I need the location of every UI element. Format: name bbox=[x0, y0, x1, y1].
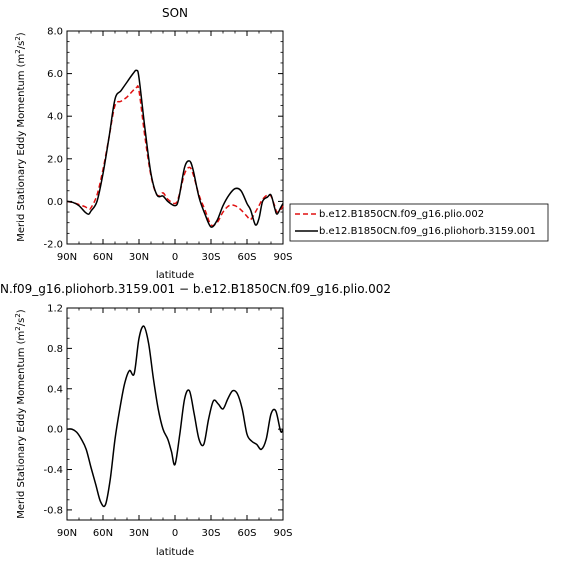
top-y-label-end: ) bbox=[16, 32, 27, 36]
bottom-y-tick-label: 0.0 bbox=[47, 425, 63, 436]
bottom-y-tick-label: 0.4 bbox=[47, 384, 63, 395]
legend-label-plio: b.e12.B1850CN.f09_g16.plio.002 bbox=[319, 209, 484, 220]
legend-label-pliohorb: b.e12.B1850CN.f09_g16.pliohorb.3159.001 bbox=[319, 226, 536, 237]
bottom-x-tick-label: 90N bbox=[57, 528, 77, 539]
legend-box bbox=[289, 203, 549, 242]
top-x-tick-label: 90N bbox=[57, 252, 77, 263]
bottom-x-tick-label: 0 bbox=[172, 528, 178, 539]
top-y-label-sup: 2 bbox=[14, 49, 22, 53]
bottom-y-label-end: ) bbox=[16, 309, 27, 313]
top-x-tick-label: 90S bbox=[273, 252, 292, 263]
top-series-line-1 bbox=[66, 69, 284, 228]
bottom-y-tick-label: 1.2 bbox=[47, 304, 63, 315]
top-x-tick-label: 30N bbox=[129, 252, 149, 263]
top-y-label-main: Merid Stationary Eddy Momentum (m bbox=[16, 54, 27, 242]
bottom-y-tick-label: 0.8 bbox=[47, 344, 63, 355]
bottom-x-tick-label: 60N bbox=[93, 528, 113, 539]
bottom-x-tick-label: 30N bbox=[129, 528, 149, 539]
top-y-label-sup2: 2 bbox=[14, 36, 22, 40]
top-x-tick-label: 30S bbox=[201, 252, 220, 263]
top-x-axis-label: latitude bbox=[156, 270, 194, 281]
top-x-tick-label: 0 bbox=[172, 252, 178, 263]
bottom-y-tick-label: -0.4 bbox=[43, 465, 63, 476]
bottom-y-label-sup: 2 bbox=[14, 326, 22, 330]
bottom-y-tick-label: -0.8 bbox=[43, 505, 63, 516]
bottom-x-tick-label: 60S bbox=[237, 528, 256, 539]
bottom-y-axis-label: Merid Stationary Eddy Momentum (m2/s2) bbox=[14, 309, 27, 519]
top-y-axis-label: Merid Stationary Eddy Momentum (m2/s2) bbox=[14, 32, 27, 242]
bottom-y-label-mid: /s bbox=[16, 318, 27, 327]
top-y-tick-label: 2.0 bbox=[47, 154, 63, 165]
top-x-tick-label: 60N bbox=[93, 252, 113, 263]
top-y-tick-label: 0.0 bbox=[47, 197, 63, 208]
legend: b.e12.B1850CN.f09_g16.plio.002 b.e12.B18… bbox=[289, 203, 549, 242]
top-panel: SON -2.0 0.0 2.0 4.0 6.0 8.0 90N 60N 30N 0 30S 60S… bbox=[14, 6, 549, 281]
top-y-tick-label: 6.0 bbox=[47, 69, 63, 80]
top-chart-title: SON bbox=[162, 6, 188, 20]
bottom-plot-frame bbox=[66, 307, 284, 521]
bottom-y-label-sup2: 2 bbox=[14, 313, 22, 317]
top-y-tick-label: -2.0 bbox=[43, 240, 63, 251]
top-y-tick-label: 8.0 bbox=[47, 27, 63, 38]
bottom-x-tick-label: 30S bbox=[201, 528, 220, 539]
top-x-tick-label: 60S bbox=[237, 252, 256, 263]
bottom-x-tick-label: 90S bbox=[273, 528, 292, 539]
top-y-tick-label: 4.0 bbox=[47, 112, 63, 123]
bottom-chart-title: N.f09_g16.pliohorb.3159.001 − b.e12.B185… bbox=[0, 282, 391, 296]
bottom-x-axis-label: latitude bbox=[156, 547, 194, 558]
top-y-label-mid: /s bbox=[16, 41, 27, 50]
bottom-panel: N.f09_g16.pliohorb.3159.001 − b.e12.B185… bbox=[0, 282, 391, 558]
bottom-series-line-0 bbox=[66, 325, 284, 508]
bottom-y-label-main: Merid Stationary Eddy Momentum (m bbox=[16, 331, 27, 519]
top-series-line-0 bbox=[66, 85, 284, 227]
